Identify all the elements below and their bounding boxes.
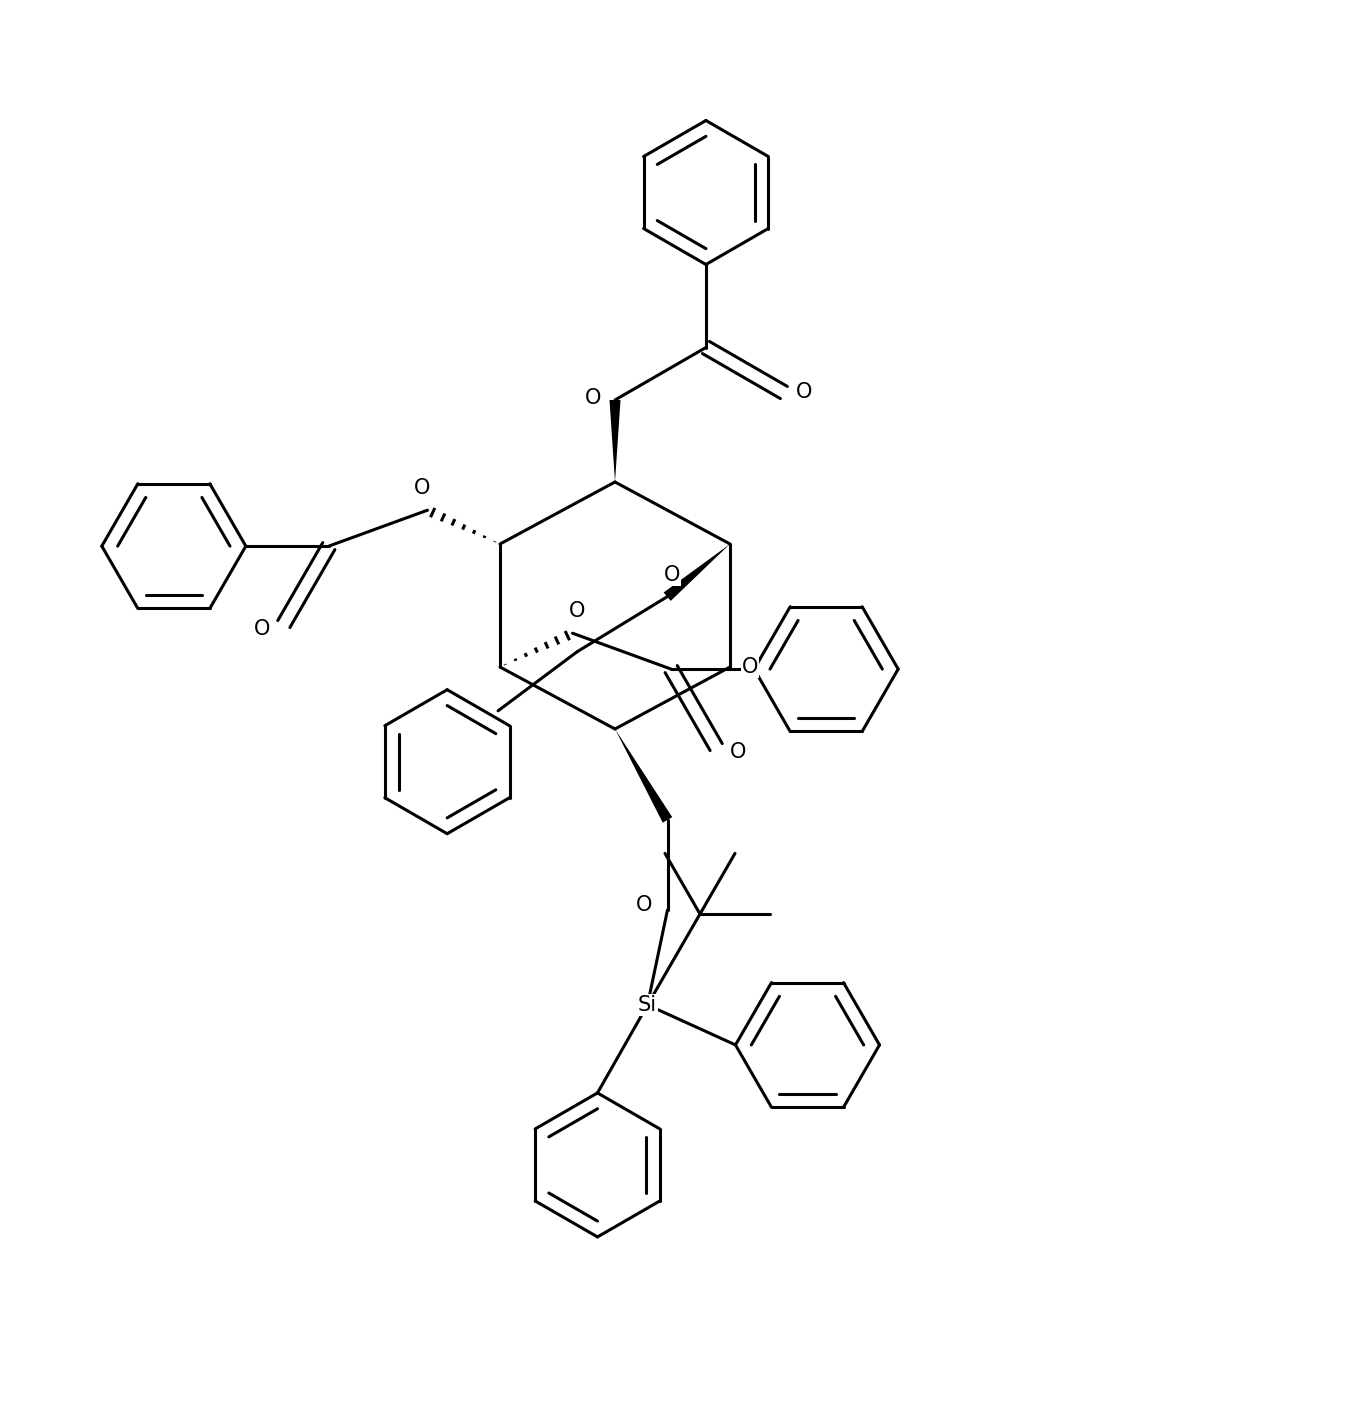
Text: Si: Si — [638, 995, 657, 1015]
Text: O: O — [664, 565, 680, 585]
Text: O: O — [414, 478, 431, 498]
Text: O: O — [637, 894, 653, 916]
Polygon shape — [615, 729, 672, 823]
Polygon shape — [610, 400, 621, 482]
Polygon shape — [664, 544, 730, 601]
Text: O: O — [742, 658, 758, 677]
Text: O: O — [569, 601, 585, 621]
Text: O: O — [730, 742, 746, 763]
Text: O: O — [254, 620, 270, 639]
Text: O: O — [585, 388, 602, 408]
Text: O: O — [796, 383, 813, 402]
